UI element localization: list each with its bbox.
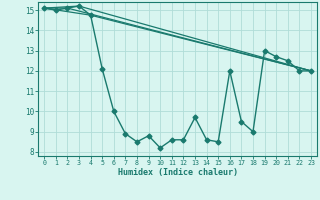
X-axis label: Humidex (Indice chaleur): Humidex (Indice chaleur) [118, 168, 238, 177]
